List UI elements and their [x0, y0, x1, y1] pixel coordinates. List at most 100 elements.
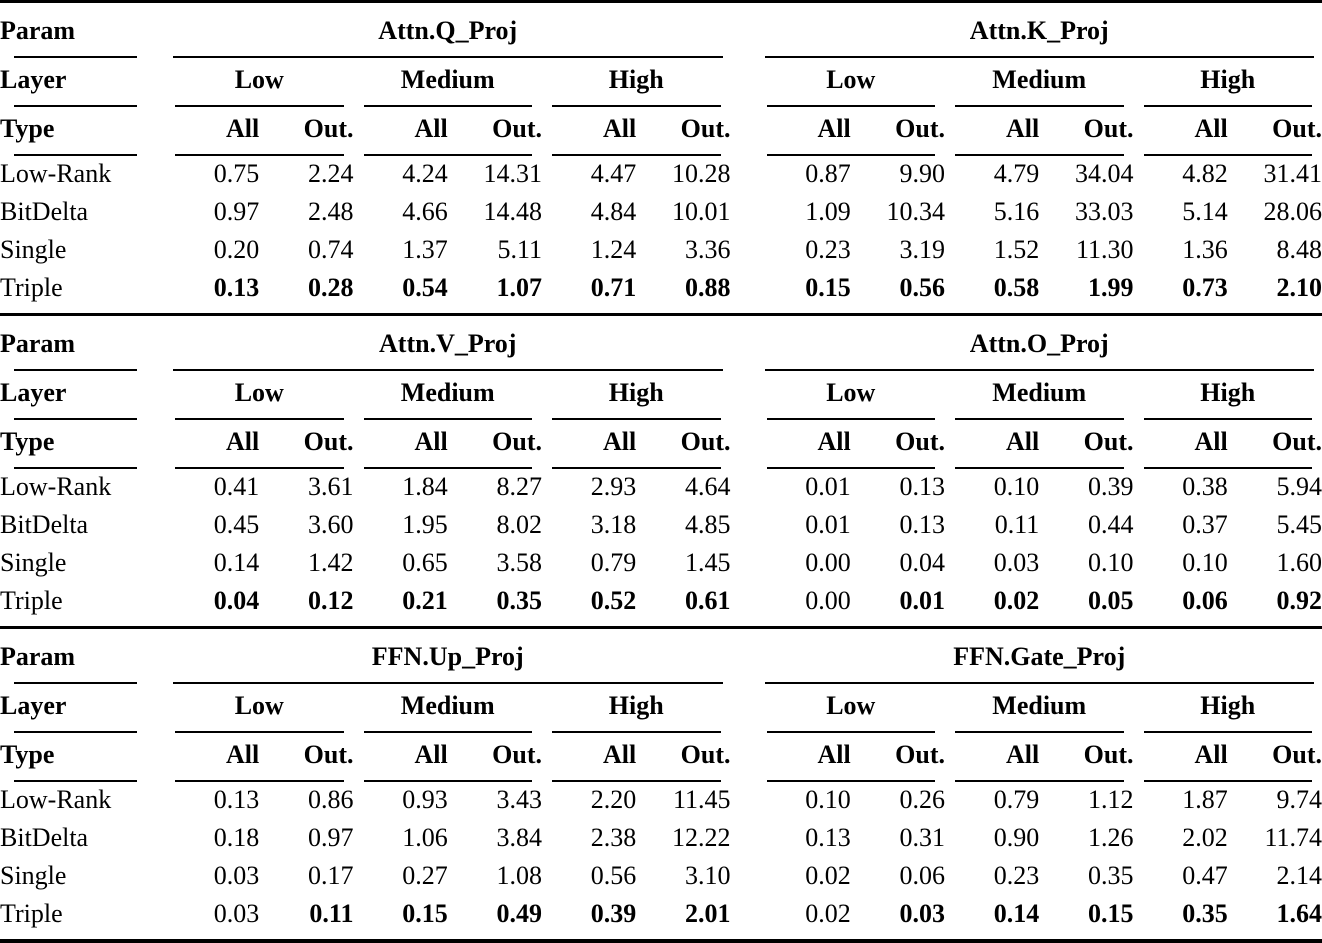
cmidrule-cell	[354, 104, 543, 107]
value-cell: 0.00	[805, 547, 851, 577]
column-gap	[731, 420, 757, 467]
cmidrule-cell	[165, 681, 731, 684]
table-row: Triple 0.04 0.12 0.21 0.35 0.52 0.61 0.00 0.01 0.…	[0, 583, 1322, 621]
row-label: Single	[0, 547, 67, 577]
column-gap	[731, 58, 757, 105]
value-cell: 0.92	[1276, 585, 1322, 615]
value-cell: 2.14	[1276, 860, 1322, 890]
table-row: BitDelta 0.18 0.97 1.06 3.84 2.38 12.22 0.13 0.3…	[0, 820, 1322, 858]
row-label: Triple	[0, 272, 63, 302]
type-row: Type All Out. All Out. All Out. All Out. All Out. A…	[0, 420, 1322, 467]
value-cell: 0.04	[899, 547, 946, 577]
cmidrule-cell	[0, 55, 165, 58]
cmidrule-cell	[165, 55, 731, 58]
cmidrule	[14, 466, 137, 469]
value-cell: 0.15	[402, 898, 448, 928]
type-col-header: Out.	[1083, 739, 1134, 769]
value-cell: 3.60	[308, 509, 354, 539]
value-cell: 3.10	[685, 860, 731, 890]
group-title: Attn.Q_Proj	[378, 15, 518, 45]
type-col-header: Out.	[895, 426, 945, 456]
cmidrule	[14, 779, 137, 782]
rule-row-param	[0, 55, 1322, 58]
cmidrule-cell	[354, 417, 543, 420]
value-cell: 2.48	[308, 196, 354, 226]
cmidrule	[955, 730, 1124, 733]
cmidrule	[14, 681, 137, 684]
cmidrule	[363, 417, 532, 420]
value-cell: 0.45	[213, 509, 260, 539]
cmidrule	[1143, 730, 1312, 733]
value-cell: 5.94	[1276, 471, 1322, 501]
type-col-header: All	[226, 739, 260, 769]
cmidrule-cell	[165, 153, 354, 156]
value-cell: 0.54	[402, 272, 448, 302]
value-cell: 4.79	[993, 158, 1040, 188]
layer-level-header: Medium	[400, 377, 495, 407]
cmidrule	[764, 368, 1314, 371]
value-cell: 0.00	[805, 585, 851, 615]
value-cell: 0.02	[805, 860, 851, 890]
row-label: Low-Rank	[0, 784, 112, 814]
value-cell: 0.27	[402, 860, 448, 890]
group-title: Attn.O_Proj	[969, 328, 1109, 358]
value-cell: 3.61	[308, 471, 354, 501]
type-col-header: All	[603, 739, 637, 769]
value-cell: 0.13	[899, 509, 946, 539]
layer-level-header: High	[608, 64, 664, 94]
type-col-header: Out.	[680, 113, 731, 143]
cmidrule-cell	[165, 417, 354, 420]
value-cell: 1.06	[402, 822, 448, 852]
column-gap	[731, 635, 757, 682]
value-cell: 11.74	[1264, 822, 1322, 852]
cmidrule	[552, 466, 721, 469]
value-cell: 5.16	[993, 196, 1040, 226]
type-header: Type	[0, 426, 55, 456]
type-col-header: Out.	[895, 113, 945, 143]
cmidrule	[363, 779, 532, 782]
column-gap	[731, 9, 757, 56]
value-cell: 0.56	[899, 272, 946, 302]
table-row: Triple 0.03 0.11 0.15 0.49 0.39 2.01 0.02 0.03 0.…	[0, 896, 1322, 934]
cmidrule-cell	[1134, 730, 1322, 733]
type-col-header: Out.	[492, 739, 542, 769]
table-row: Low-Rank 0.41 3.61 1.84 8.27 2.93 4.64 0.01 0.13…	[0, 469, 1322, 507]
cmidrule-cell	[1134, 779, 1322, 782]
cmidrule-cell	[1134, 153, 1322, 156]
layer-row: Layer Low Medium High Low Medium High	[0, 371, 1322, 418]
rule-row-layer	[0, 104, 1322, 107]
value-cell: 3.19	[899, 234, 946, 264]
cmidrule	[552, 417, 721, 420]
value-cell: 5.14	[1182, 196, 1228, 226]
value-cell: 1.24	[590, 234, 637, 264]
cmidrule	[173, 368, 723, 371]
type-col-header: Out.	[895, 739, 945, 769]
value-cell: 1.60	[1276, 547, 1322, 577]
value-cell: 0.21	[402, 585, 448, 615]
value-cell: 2.01	[685, 898, 731, 928]
cmidrule	[552, 153, 721, 156]
cmidrule-cell	[945, 466, 1134, 469]
type-col-header: All	[226, 113, 260, 143]
value-cell: 0.03	[993, 547, 1040, 577]
cmidrule	[175, 730, 344, 733]
row-label: Low-Rank	[0, 471, 112, 501]
value-cell: 0.15	[805, 272, 851, 302]
param-row: Param FFN.Up_Proj FFN.Gate_Proj	[0, 635, 1322, 682]
row-label: Triple	[0, 585, 63, 615]
column-gap	[731, 156, 757, 194]
row-label: BitDelta	[0, 509, 89, 539]
value-cell: 0.23	[805, 234, 851, 264]
column-gap	[731, 733, 757, 780]
value-cell: 0.03	[213, 860, 260, 890]
cmidrule	[1143, 153, 1312, 156]
value-cell: 0.61	[685, 585, 731, 615]
cmidrule	[764, 681, 1314, 684]
cmidrule-cell	[1134, 417, 1322, 420]
layer-level-header: High	[608, 377, 664, 407]
value-cell: 8.48	[1276, 234, 1322, 264]
type-col-header: All	[1006, 113, 1040, 143]
type-col-header: Out.	[1083, 113, 1134, 143]
layer-level-header: High	[1200, 377, 1256, 407]
cmidrule-cell	[945, 779, 1134, 782]
